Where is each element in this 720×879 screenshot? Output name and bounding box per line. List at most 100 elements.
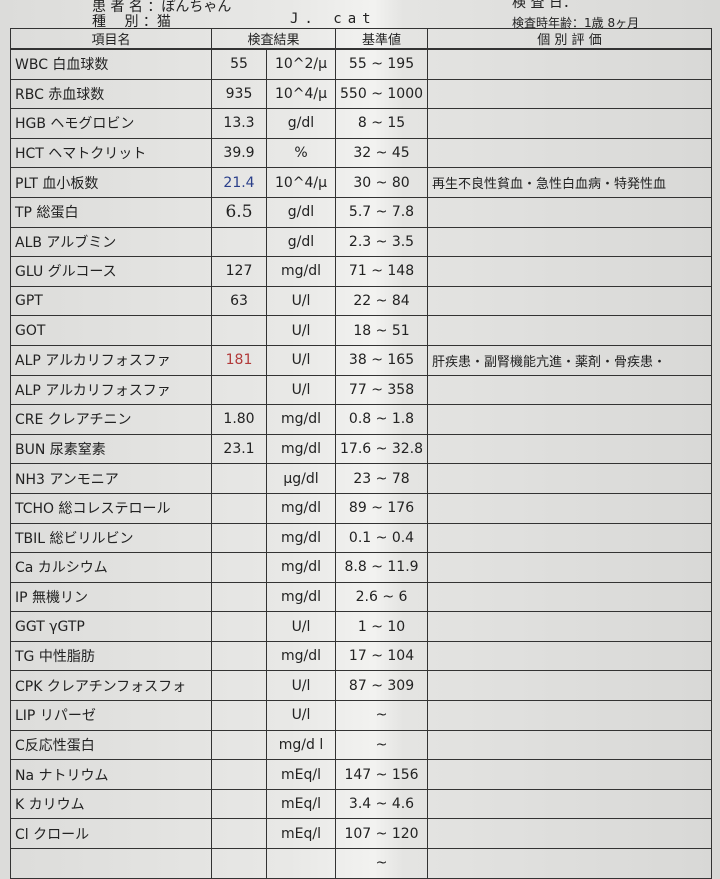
test-unit: mg/dl xyxy=(266,522,336,554)
range-high: 7.8 xyxy=(391,204,415,221)
range-low: 0.1 xyxy=(348,529,372,546)
table-row: TBIL 総ビリルビン mg/dl 0.1 ~ 0.4 xyxy=(10,522,712,554)
range-separator: ~ xyxy=(375,529,388,546)
range-separator: ~ xyxy=(371,352,383,369)
range-high: 45 xyxy=(391,145,410,162)
range-low: 0.8 xyxy=(348,411,372,428)
test-result xyxy=(211,581,267,613)
reference-range: 3.4 ~ 4.6 xyxy=(334,788,429,820)
reference-range: 18 ~ 51 xyxy=(334,315,429,346)
evaluation xyxy=(427,463,712,494)
reference-range: 2.3 ~ 3.5 xyxy=(334,226,429,258)
evaluation xyxy=(427,315,712,346)
test-unit: mg/dl xyxy=(266,433,336,465)
test-unit: mEq/l xyxy=(266,818,336,850)
evaluation xyxy=(427,640,712,672)
reference-range: 1 ~ 10 xyxy=(334,611,429,642)
test-name: CPK クレアチンフォスフォ xyxy=(10,670,212,702)
reference-range: 17.6 ~ 32.8 xyxy=(334,433,429,465)
test-result xyxy=(211,226,267,258)
test-unit: mEq/l xyxy=(266,759,336,790)
test-name: TBIL 総ビリルビン xyxy=(10,522,212,554)
range-low: 32 xyxy=(353,145,372,162)
test-name: NH3 アンモニア xyxy=(10,463,212,494)
range-high: 15 xyxy=(387,115,406,132)
reference-range: 8 ~ 15 xyxy=(334,108,429,139)
test-unit: U/l xyxy=(266,700,336,731)
range-separator: ~ xyxy=(371,559,383,576)
range-separator: ~ xyxy=(371,618,383,635)
evaluation xyxy=(427,611,712,642)
reference-range: 8.8 ~ 11.9 xyxy=(334,552,429,583)
reference-range: 0.1 ~ 0.4 xyxy=(334,522,429,554)
reference-range: ~ xyxy=(334,700,429,731)
range-high: 148 xyxy=(387,263,415,280)
range-high: 6 xyxy=(398,588,408,605)
range-separator: ~ xyxy=(371,677,383,694)
range-separator: ~ xyxy=(375,441,388,458)
test-result: 935 xyxy=(211,78,267,110)
table-row: GOT U/l 18 ~ 51 xyxy=(10,315,712,346)
evaluation xyxy=(427,433,712,465)
reference-range: 22 ~ 84 xyxy=(334,285,429,317)
table-row: Na ナトリウム mEq/l 147 ~ 156 xyxy=(10,759,712,790)
test-name: IP 無機リン xyxy=(10,581,212,613)
range-separator: ~ xyxy=(375,855,388,872)
test-result xyxy=(211,788,267,820)
range-separator: ~ xyxy=(371,115,383,132)
patient-value: ：ぽんちゃん xyxy=(147,0,232,15)
range-low: 2.3 xyxy=(348,233,372,250)
range-separator: ~ xyxy=(371,56,383,73)
range-separator: ~ xyxy=(375,796,388,813)
range-low: 22 xyxy=(353,293,372,310)
table-row: Cl クロール mEq/l 107 ~ 120 xyxy=(10,818,712,850)
range-low: 8.8 xyxy=(344,559,367,576)
evaluation xyxy=(427,522,712,554)
range-high: 32.8 xyxy=(391,441,423,458)
test-name: Cl クロール xyxy=(10,818,212,850)
range-separator: ~ xyxy=(375,411,388,428)
test-name: BUN 尿素窒素 xyxy=(10,433,212,465)
table-row: LIP リパーゼ U/l ~ xyxy=(10,700,712,731)
test-unit: U/l xyxy=(266,315,336,346)
evaluation xyxy=(427,226,712,258)
evaluation xyxy=(427,256,712,287)
test-name: K カリウム xyxy=(10,788,212,820)
table-row: CPK クレアチンフォスフォ U/l 87 ~ 309 xyxy=(10,670,712,702)
species-code: J. cat xyxy=(290,11,377,27)
reference-range: 550 ~ 1000 xyxy=(334,78,429,110)
evaluation xyxy=(427,492,712,524)
species: 種 別 ：猫 xyxy=(92,11,171,31)
patient-label: 患 者 名 xyxy=(92,0,143,15)
range-separator: ~ xyxy=(375,736,388,753)
range-high: 1.8 xyxy=(391,411,415,428)
table-row: TCHO 総コレステロール mg/dl 89 ~ 176 xyxy=(10,492,712,524)
test-name: HCT ヘマトクリット xyxy=(10,137,212,169)
test-unit: g/dl xyxy=(266,196,336,228)
test-name: GPT xyxy=(10,285,212,317)
species-value: ：猫 xyxy=(142,14,171,30)
test-name: Na ナトリウム xyxy=(10,759,212,790)
range-high: 176 xyxy=(387,500,415,517)
evaluation xyxy=(427,788,712,820)
table-row: WBC 白血球数 55 10^2/μ 55 ~ 195 xyxy=(10,48,712,80)
range-high: 4.6 xyxy=(391,796,415,813)
evaluation xyxy=(427,404,712,435)
range-separator: ~ xyxy=(375,174,388,191)
test-result xyxy=(211,374,267,406)
table-row: ALP アルカリフォスファ 181 U/l 38 ~ 165 肝疾患・副腎機能亢進・薬… xyxy=(10,344,712,376)
test-result xyxy=(211,315,267,346)
range-high: 156 xyxy=(391,766,419,783)
range-high: 11.9 xyxy=(387,559,419,576)
test-unit: U/l xyxy=(266,344,336,376)
evaluation xyxy=(427,729,712,761)
test-unit: 10^4/μ xyxy=(266,167,336,198)
range-separator: ~ xyxy=(371,648,383,665)
range-separator: ~ xyxy=(375,707,388,724)
range-low: 2.6 xyxy=(355,588,378,605)
range-high: 78 xyxy=(391,470,410,487)
evaluation xyxy=(427,759,712,790)
range-high: 309 xyxy=(387,677,415,694)
test-name: CRE クレアチニン xyxy=(10,404,212,435)
reference-range: 38 ~ 165 xyxy=(334,344,429,376)
